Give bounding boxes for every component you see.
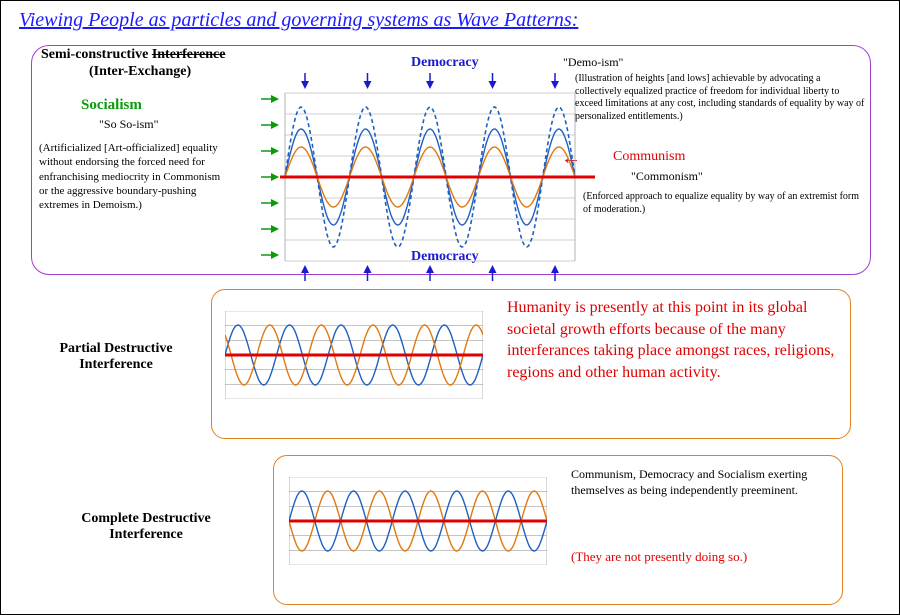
democracy-label-top: Democracy: [411, 55, 479, 71]
socialism-desc: (Artificialized [Art-officialized] equal…: [39, 141, 221, 212]
panel1-heading: Semi-constructive Interference: [41, 47, 225, 63]
wave-chart-2: [225, 311, 483, 399]
commonism-label: "Commonism": [631, 169, 703, 184]
complete-text: Communism, Democracy and Socialism exert…: [571, 467, 821, 498]
panel1-heading-strike: Interference: [152, 47, 226, 62]
panel1-heading-pre: Semi-constructive: [41, 47, 152, 62]
page-title: Viewing People as particles and governin…: [1, 1, 899, 36]
not-doing-text: (They are not presently doing so.): [571, 549, 821, 565]
wave-chart-3: [289, 477, 547, 565]
wave-chart-1: [255, 73, 545, 241]
panel1-subhead: (Inter-Exchange): [89, 64, 191, 80]
complete-label: Complete Destructive Interference: [61, 511, 231, 543]
sosoism-label: "So So-ism": [99, 117, 158, 132]
communism-desc: (Enforced approach to equalize equality …: [583, 191, 863, 216]
partial-label: Partial Destructive Interference: [41, 341, 191, 373]
demoism-label: "Demo-ism": [563, 55, 623, 70]
humanity-text: Humanity is presently at this point in i…: [507, 297, 837, 383]
demoism-desc: (Illustration of heights [and lows] achi…: [575, 73, 865, 123]
communism-label: Communism: [613, 149, 685, 165]
socialism-label: Socialism: [81, 97, 142, 114]
